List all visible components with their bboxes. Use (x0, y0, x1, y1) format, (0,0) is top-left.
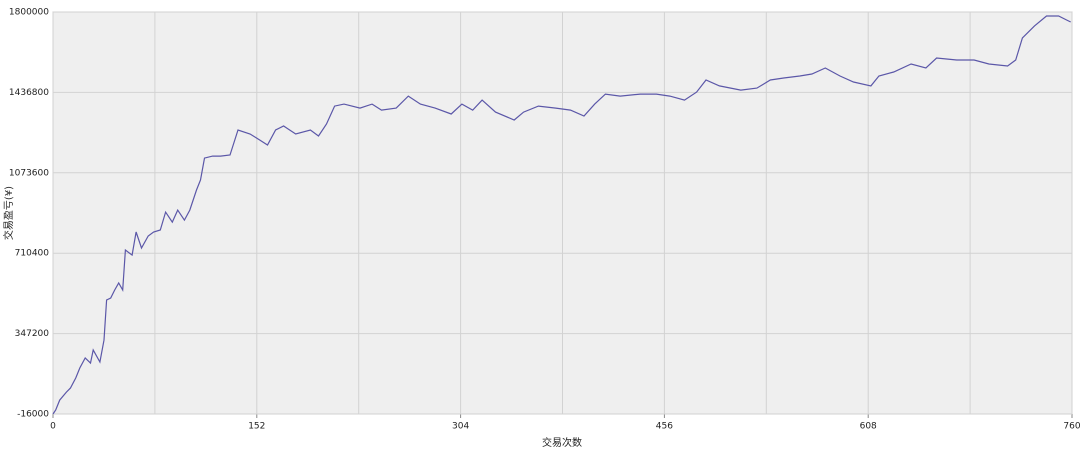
y-tick-label: 347200 (15, 329, 50, 339)
x-tick-label: 760 (1063, 422, 1080, 432)
x-tick-label: 152 (248, 422, 265, 432)
x-tick-label: 456 (656, 422, 673, 432)
y-tick-label: 710400 (15, 249, 50, 259)
x-axis-title: 交易次数 (542, 436, 582, 449)
y-tick-label: -16000 (17, 410, 49, 420)
y-tick-label: 1073600 (9, 168, 49, 178)
x-tick-label: 304 (452, 422, 469, 432)
y-tick-label: 1800000 (9, 8, 49, 18)
x-tick-label: 0 (50, 422, 56, 432)
y-axis-title: 交易盈亏(¥) (2, 186, 15, 240)
line (52, 15, 1071, 415)
y-tick-label: 1436800 (9, 88, 49, 98)
x-tick-label: 608 (860, 422, 877, 432)
